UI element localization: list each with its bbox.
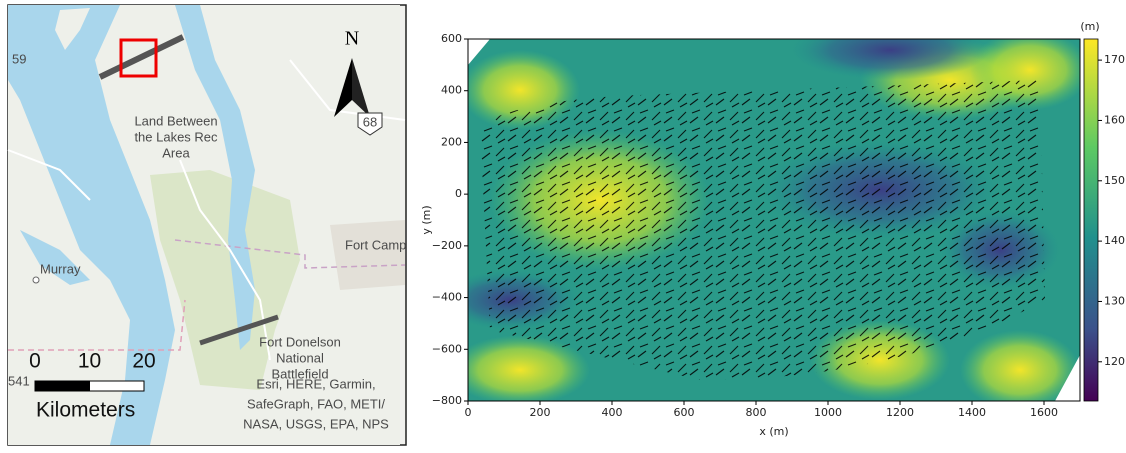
attribution: Esri, HERE, Garmin, — [256, 376, 375, 391]
axes: 0 200 400 600 800 1000 1200 1400 1600−800−600−40… — [432, 32, 1125, 419]
y-tick-label: 600 — [441, 32, 462, 45]
x-tick-label: 0 — [465, 406, 472, 419]
place-label: Fort Camp — [345, 237, 406, 252]
colorbar-tick-label: 170 — [1104, 53, 1125, 66]
scale-tick-label: 10 — [78, 350, 101, 373]
y-axis-label: y (m) — [420, 205, 433, 234]
map: N 68 59 541 Land Between the Lakes Rec A… — [7, 4, 407, 446]
route-shield: 68 — [363, 114, 377, 129]
park-label: Land Between — [134, 113, 217, 128]
x-tick-label: 600 — [674, 406, 695, 419]
y-tick-label: −200 — [432, 239, 462, 252]
park-label: the Lakes Rec — [134, 129, 218, 144]
park-label: Area — [162, 145, 190, 160]
scale-tick-label: 0 — [29, 350, 41, 373]
north-label: N — [345, 28, 359, 50]
route-shield: 541 — [8, 373, 30, 388]
scale-bar: 0 10 20 Kilometers — [29, 350, 156, 422]
colorbar-tick-label: 160 — [1104, 113, 1125, 126]
attribution: SafeGraph, FAO, METI/ — [247, 396, 385, 411]
y-tick-label: −600 — [432, 342, 462, 355]
x-tick-label: 1000 — [814, 406, 842, 419]
scale-segment — [89, 380, 145, 392]
x-tick-label: 1600 — [1030, 406, 1058, 419]
y-tick-label: 400 — [441, 84, 462, 97]
x-tick-label: 800 — [746, 406, 767, 419]
y-tick-label: 0 — [455, 187, 462, 200]
x-tick-label: 200 — [530, 406, 551, 419]
colorbar-label: (m) — [1080, 20, 1099, 33]
x-axis-label: x (m) — [759, 425, 788, 438]
y-tick-label: −400 — [432, 291, 462, 304]
y-tick-label: −800 — [432, 394, 462, 407]
attribution: NASA, USGS, EPA, NPS — [243, 416, 389, 431]
place-label: Fort Donelson — [259, 334, 341, 349]
place-label: Battlefield — [271, 366, 328, 381]
scale-tick-label: 20 — [132, 350, 155, 373]
x-tick-label: 400 — [602, 406, 623, 419]
quiver-plot: (m) x (m) y (m) 0 200 400 600 800 1000 1200 140… — [420, 20, 1125, 438]
scale-unit: Kilometers — [36, 399, 135, 422]
colorbar-tick-label: 130 — [1104, 294, 1125, 307]
colorbar-tick-label: 140 — [1104, 234, 1125, 247]
city-label: Murray — [40, 261, 81, 276]
route-shield: 59 — [12, 51, 26, 66]
x-tick-label: 1200 — [886, 406, 914, 419]
colorbar-tick-label: 120 — [1104, 355, 1125, 368]
colorbar-tick-label: 150 — [1104, 174, 1125, 187]
place-label: National — [276, 350, 324, 365]
scale-segment — [34, 380, 90, 392]
y-tick-label: 200 — [441, 135, 462, 148]
elevation-field — [468, 39, 1080, 401]
x-tick-label: 1400 — [958, 406, 986, 419]
